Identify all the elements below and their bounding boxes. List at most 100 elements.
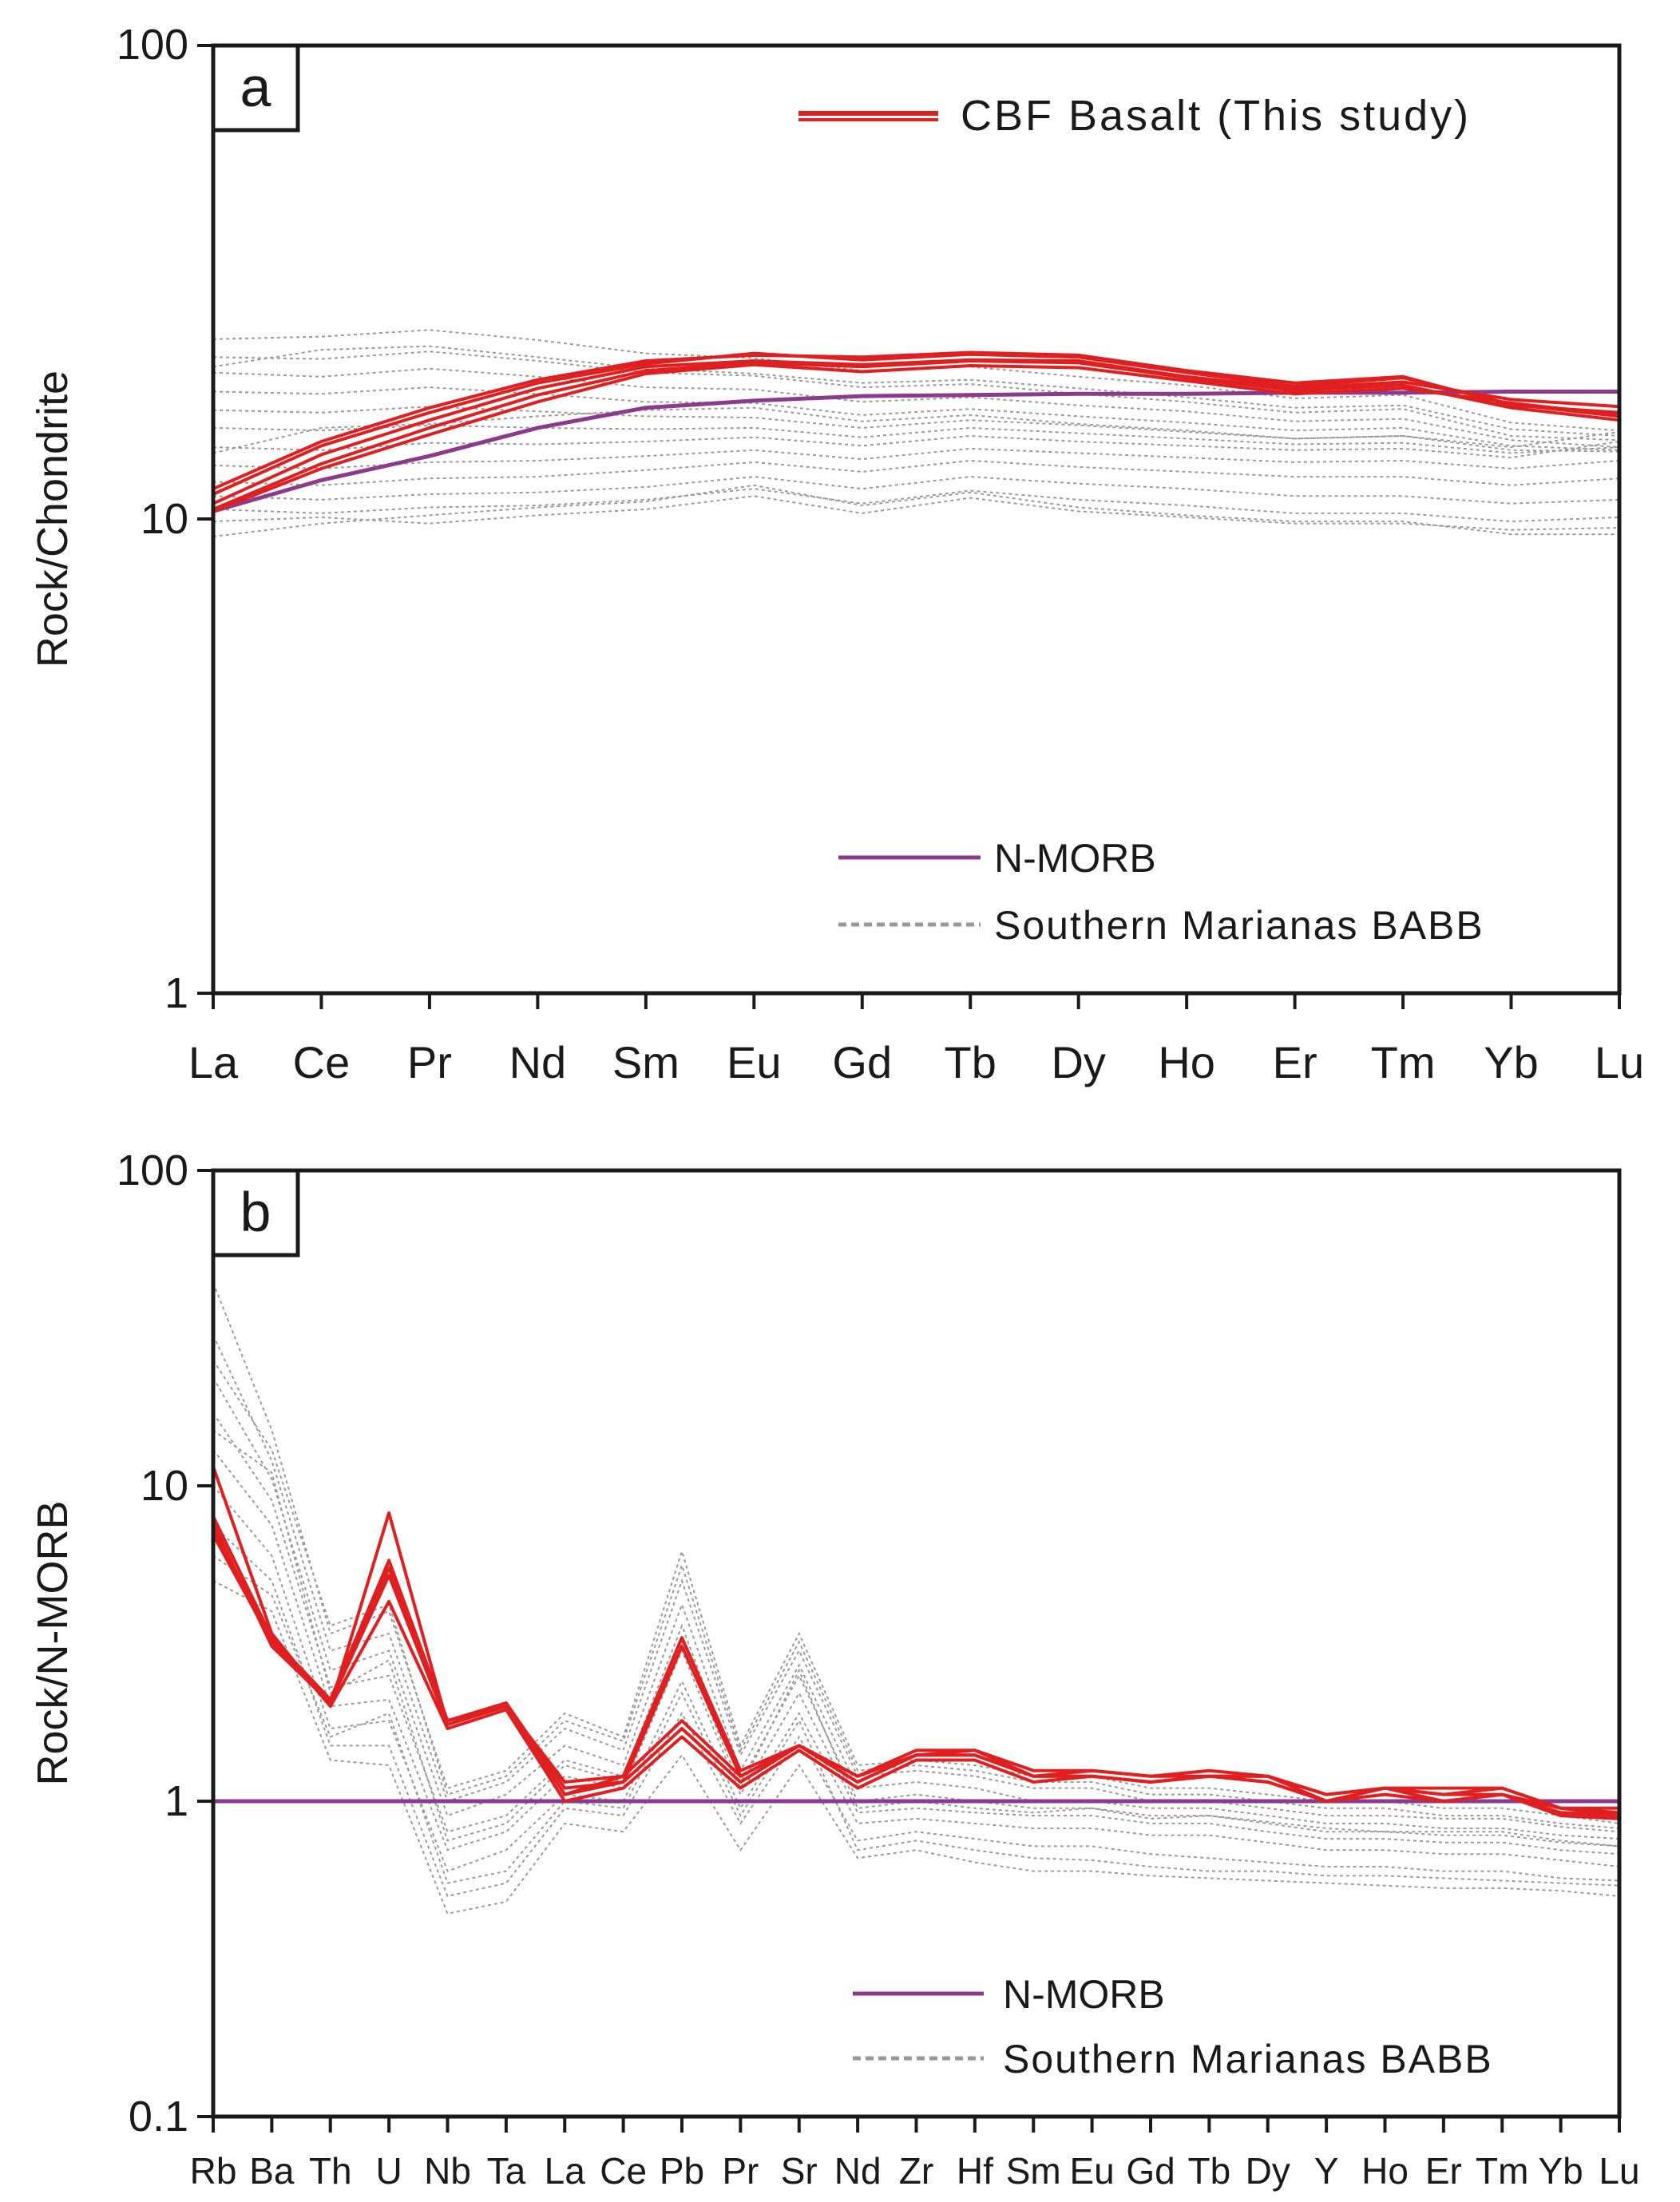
panel-b-xtick-label-th: Th (309, 2150, 352, 2192)
panel-b-xtick-label-eu: Eu (1069, 2150, 1114, 2192)
panel-a-series-southern-marianas-babb-5 (212, 406, 1620, 453)
panel-b-babb-series-group (212, 1282, 1620, 1915)
panel-a-series-southern-marianas-babb-13 (212, 484, 1619, 537)
panel-a-series-southern-marianas-babb-6 (212, 424, 1620, 454)
panel-a-legend-cbf: CBF Basalt (This study) (798, 92, 1471, 140)
panel-b-series-southern-marianas-babb-5 (212, 1449, 1620, 1855)
panel-a-cbf-series-group (212, 350, 1620, 513)
panel-a-series-southern-marianas-babb-10 (212, 476, 1620, 505)
panel-b-series-cbf-basalt-5 (212, 1515, 1619, 1810)
panel-b-x-axis: Rb Ba Th U Nb Ta La Ce Pb Pr Sr Nd Zr Hf Sm Eu Gd Tb Dy Y Ho… (190, 2117, 1640, 2192)
panel-a-xtick-label-eu: Eu (727, 1037, 782, 1087)
panel-a-ytick-label-100: 100 (117, 21, 188, 69)
panel-b-xtick-label-ba: Ba (249, 2150, 295, 2192)
panel-b-xtick-label-hf: Hf (957, 2150, 993, 2192)
panel-a-y-axis-title: Rock/Chondrite (29, 370, 77, 667)
panel-b-series-southern-marianas-babb-8 (212, 1580, 1620, 1915)
panel-a-xtick-label-ce: Ce (293, 1037, 351, 1087)
panel-b-xtick-label-pr: Pr (722, 2150, 759, 2192)
panel-a-legend-lower: N-MORB Southern Marianas BABB (838, 836, 1484, 948)
panel-a-xtick-label-la: La (188, 1037, 239, 1087)
panel-b-cbf-series-group (212, 1466, 1620, 1820)
panel-b: 100 10 1 0.1 Rock/N-MORB Rb Ba Th U Nb Ta La Ce… (29, 1147, 1640, 2192)
legend-nmorb-label: N-MORB (994, 836, 1156, 881)
panel-b-y-axis: 100 10 1 0.1 (117, 1147, 213, 2141)
panel-a-series-southern-marianas-babb-4 (212, 386, 1620, 451)
panel-a-plot-frame (211, 43, 1622, 996)
panel-b-xtick-label-ce: Ce (600, 2150, 647, 2192)
panel-b-y-axis-title: Rock/N-MORB (29, 1500, 77, 1785)
panel-a-xtick-label-er: Er (1273, 1037, 1317, 1087)
panel-a-xtick-label-pr: Pr (407, 1037, 452, 1087)
panel-a-series-southern-marianas-babb-2 (212, 350, 1620, 442)
panel-b-series-cbf-basalt-4 (212, 1523, 1620, 1818)
panel-a-series-southern-marianas-babb-3 (212, 367, 1620, 449)
panel-a-xtick-label-yb: Yb (1484, 1037, 1539, 1087)
panel-b-xtick-label-la: La (545, 2150, 586, 2192)
panel-b-xtick-label-er: Er (1425, 2150, 1462, 2192)
panel-b-xtick-label-sr: Sr (781, 2150, 818, 2192)
panel-a-series-southern-marianas-babb-11 (212, 488, 1620, 523)
panel-b-series-southern-marianas-babb-1 (212, 1282, 1620, 1824)
panel-a-ytick-label-1: 1 (164, 969, 188, 1017)
panel-b-series-southern-marianas-babb-11 (212, 1554, 1620, 1887)
panel-b-xtick-label-yb: Yb (1538, 2150, 1583, 2192)
panel-b-series-southern-marianas-babb-4 (212, 1412, 1620, 1848)
panel-a-series-cbf-basalt-4 (212, 362, 1620, 513)
panel-a-nmorb-series-group (212, 390, 1619, 513)
panel-b-ytick-label-0-1: 0.1 (129, 2093, 188, 2141)
panel-a-xtick-label-nd: Nd (509, 1037, 567, 1087)
legend-b-babb-label: Southern Marianas BABB (1003, 2037, 1493, 2081)
panel-b-ytick-label-1: 1 (164, 1777, 188, 1825)
panel-b-ytick-label-10: 10 (141, 1462, 188, 1510)
panel-a-ytick-label-10: 10 (141, 495, 188, 543)
panel-b-xtick-label-u: U (376, 2150, 402, 2192)
panel-a-series-southern-marianas-babb-9 (212, 459, 1620, 486)
panel-b-xtick-label-sm: Sm (1006, 2150, 1061, 2192)
panel-a-x-axis: La Ce Pr Nd Sm Eu Gd Tb Dy Ho Er Tm Yb Lu (188, 993, 1644, 1087)
panel-b-label: b (240, 1181, 271, 1243)
panel-b-xtick-label-lu: Lu (1599, 2150, 1639, 2192)
panel-a-series-southern-marianas-babb-12 (212, 495, 1620, 531)
panel-a-series-southern-marianas-babb-8 (212, 447, 1620, 469)
panel-a-y-axis: 100 10 1 (117, 21, 213, 1017)
panel-a-series-cbf-basalt-5 (212, 350, 1620, 491)
panel-b-xtick-label-zr: Zr (899, 2150, 933, 2192)
legend-cbf-label: CBF Basalt (This study) (961, 92, 1471, 140)
panel-b-xtick-label-ho: Ho (1361, 2150, 1409, 2192)
panel-a-label-box (211, 43, 300, 133)
panel-b-xtick-label-y: Y (1314, 2150, 1339, 2192)
panel-a-xtick-label-ho: Ho (1158, 1037, 1215, 1087)
panel-b-xtick-label-tb: Tb (1188, 2150, 1231, 2192)
panel-b-xtick-label-tm: Tm (1476, 2150, 1528, 2192)
panel-a-label: a (240, 56, 271, 118)
panel-b-xtick-label-nd: Nd (834, 2150, 882, 2192)
panel-a-xtick-label-gd: Gd (832, 1037, 892, 1087)
panel-b-xtick-label-pb: Pb (660, 2150, 704, 2192)
panel-a: 100 10 1 Rock/Chondrite La Ce Pr Nd Sm Eu Gd Tb… (29, 21, 1644, 1087)
panel-b-xtick-label-ta: Ta (487, 2150, 526, 2192)
panel-a-series-southern-marianas-babb-15 (212, 345, 1620, 437)
panel-a-series-n-morb (212, 390, 1619, 513)
panel-b-xtick-label-rb: Rb (190, 2150, 237, 2192)
legend-babb-label: Southern Marianas BABB (994, 903, 1484, 948)
panel-b-series-southern-marianas-babb-10 (212, 1360, 1620, 1829)
panel-a-series-cbf-basalt-3 (212, 359, 1620, 511)
panel-a-xtick-label-lu: Lu (1595, 1037, 1644, 1087)
panel-b-xtick-label-nb: Nb (424, 2150, 471, 2192)
panel-b-series-southern-marianas-babb-7 (212, 1524, 1620, 1898)
panel-b-legend: N-MORB Southern Marianas BABB (853, 1972, 1493, 2081)
panel-a-xtick-label-tm: Tm (1371, 1037, 1436, 1087)
panel-a-xtick-label-tb: Tb (945, 1037, 997, 1087)
panel-a-xtick-label-dy: Dy (1051, 1037, 1105, 1087)
panel-a-series-southern-marianas-babb-7 (212, 434, 1620, 459)
panel-b-xtick-label-gd: Gd (1126, 2150, 1175, 2192)
panel-b-label-box (211, 1168, 300, 1257)
panel-b-ytick-label-100: 100 (117, 1147, 188, 1194)
panel-a-xtick-label-sm: Sm (612, 1037, 680, 1087)
panel-b-series-southern-marianas-babb-2 (212, 1335, 1620, 1833)
legend-b-nmorb-label: N-MORB (1003, 1972, 1165, 2017)
panel-b-series-southern-marianas-babb-6 (212, 1485, 1620, 1872)
panel-b-series-cbf-basalt-3 (212, 1528, 1620, 1820)
